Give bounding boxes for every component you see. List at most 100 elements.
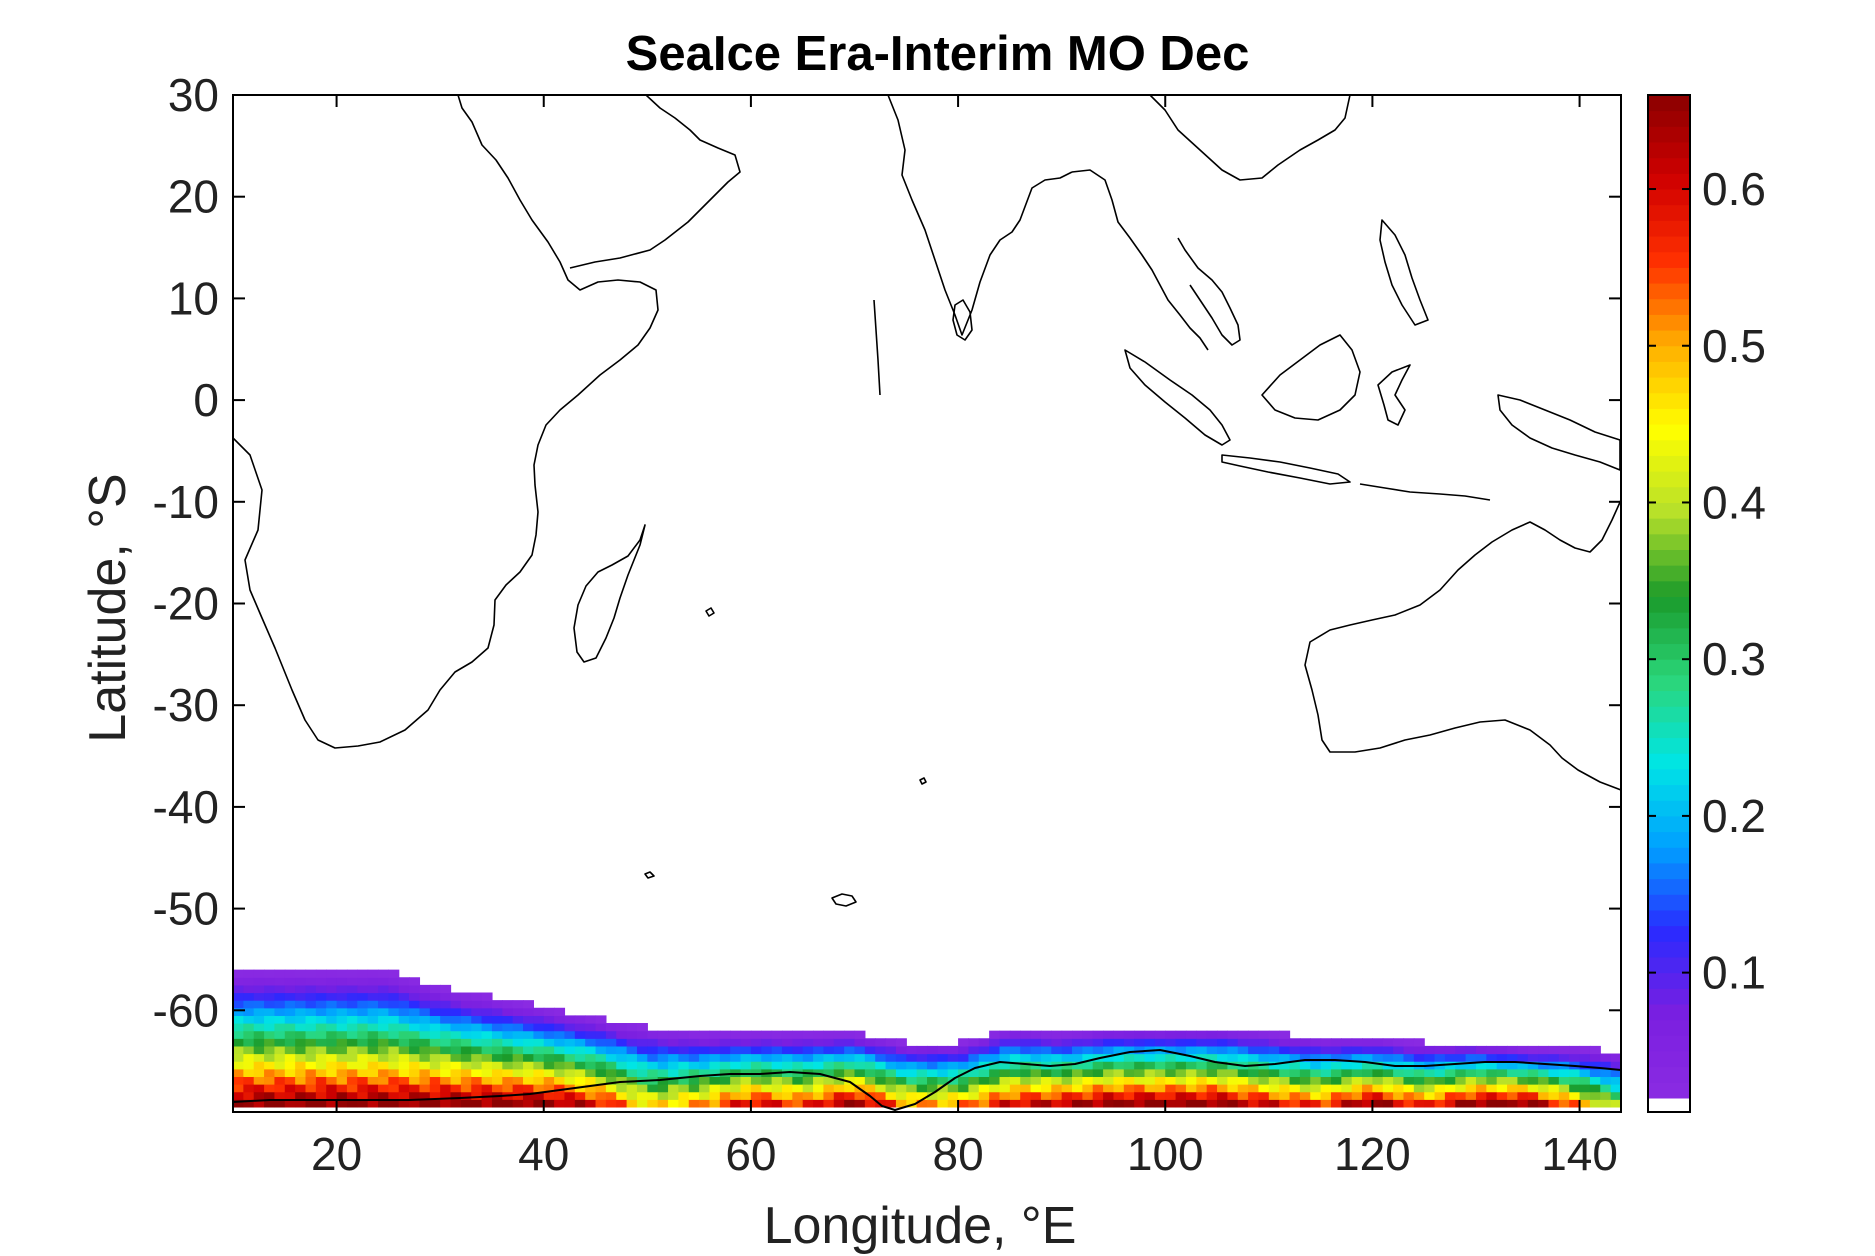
- heatmap-cell: [1134, 1084, 1146, 1093]
- heatmap-cell: [854, 1068, 866, 1078]
- heatmap-cell: [1268, 1061, 1280, 1070]
- heatmap-cell: [409, 1099, 421, 1108]
- heatmap-cell: [1403, 1091, 1415, 1100]
- heatmap-cell: [1527, 1068, 1539, 1078]
- heatmap-cell: [315, 1038, 327, 1047]
- heatmap-cell: [1217, 1068, 1228, 1078]
- heatmap-cell: [999, 1099, 1011, 1108]
- heatmap-cell: [647, 1045, 659, 1055]
- heatmap-cell: [864, 1068, 876, 1078]
- colorbar-tick-label: 0.3: [1702, 633, 1766, 685]
- heatmap-cell: [357, 1084, 369, 1093]
- heatmap-cell: [937, 1084, 949, 1093]
- heatmap-cell: [906, 1091, 918, 1100]
- heatmap-cell: [875, 1038, 887, 1047]
- heatmap-cell: [1227, 1068, 1239, 1078]
- heatmap-cell: [264, 1038, 276, 1047]
- heatmap-cell: [440, 992, 452, 1001]
- heatmap-cell: [1610, 1091, 1621, 1100]
- heatmap-cell: [1227, 1084, 1239, 1093]
- heatmap-cell: [491, 1061, 503, 1070]
- heatmap-cell: [481, 1068, 493, 1078]
- heatmap-cell: [471, 1076, 483, 1085]
- heatmap-cell: [802, 1030, 814, 1039]
- heatmap-cell: [1507, 1045, 1519, 1055]
- heatmap-cell: [440, 1045, 452, 1055]
- heatmap-cell: [958, 1099, 970, 1108]
- heatmap-cell: [1268, 1053, 1280, 1062]
- heatmap-cell: [471, 1030, 483, 1039]
- heatmap-cell: [1320, 1061, 1332, 1070]
- heatmap-cell: [512, 1015, 524, 1024]
- heatmap-cell: [512, 1000, 524, 1009]
- heatmap-cell: [502, 1030, 514, 1039]
- heatmap-cell: [264, 1084, 276, 1093]
- heatmap-cell: [1154, 1076, 1166, 1085]
- heatmap-cell: [378, 984, 389, 994]
- heatmap-cell: [709, 1045, 721, 1055]
- heatmap-cell: [875, 1053, 887, 1062]
- heatmap-cell: [523, 1015, 534, 1024]
- heatmap-cell: [512, 1068, 524, 1078]
- heatmap-cell: [616, 1099, 628, 1108]
- heatmap-cell: [989, 1076, 1001, 1085]
- heatmap-cell: [730, 1045, 742, 1055]
- heatmap-cell: [802, 1091, 814, 1100]
- heatmap-cell: [1072, 1068, 1083, 1078]
- heatmap-cell: [233, 1000, 244, 1009]
- heatmap-cell: [1351, 1076, 1363, 1085]
- heatmap-cell: [1154, 1091, 1166, 1100]
- heatmap-cell: [440, 1061, 452, 1070]
- heatmap-cell: [481, 992, 493, 1001]
- heatmap-cell: [978, 1068, 990, 1078]
- heatmap-cell: [999, 1061, 1011, 1070]
- colorbar-swatch: [1648, 502, 1690, 519]
- heatmap-cell: [1496, 1053, 1508, 1062]
- heatmap-cell: [1175, 1068, 1187, 1078]
- heatmap-cell: [450, 1007, 462, 1016]
- heatmap-cell: [253, 1068, 265, 1078]
- colorbar-swatch: [1648, 847, 1690, 864]
- heatmap-cell: [295, 1038, 307, 1047]
- heatmap-cell: [1289, 1084, 1301, 1093]
- heatmap-cell: [1154, 1099, 1166, 1108]
- heatmap-cell: [429, 1030, 441, 1039]
- heatmap-cell: [585, 1038, 597, 1047]
- heatmap-cell: [440, 1000, 452, 1009]
- heatmap-cell: [781, 1099, 793, 1108]
- heatmap-cell: [284, 1099, 296, 1108]
- heatmap-cell: [419, 1053, 431, 1062]
- heatmap-cell: [1154, 1030, 1166, 1039]
- heatmap-cell: [1237, 1076, 1249, 1085]
- heatmap-cell: [885, 1076, 897, 1085]
- colorbar-bottom-swatch: [1648, 1098, 1690, 1112]
- heatmap-cell: [1165, 1099, 1177, 1108]
- heatmap-cell: [1020, 1084, 1032, 1093]
- heatmap-cell: [668, 1091, 680, 1100]
- heatmap-cell: [460, 1007, 472, 1016]
- heatmap-cell: [295, 1000, 307, 1009]
- heatmap-cell: [284, 1053, 296, 1062]
- coastline-arabia: [569, 95, 741, 269]
- heatmap-cell: [1113, 1045, 1125, 1055]
- heatmap-cell: [1248, 1076, 1260, 1085]
- heatmap-cell: [284, 992, 296, 1001]
- heatmap-cell: [1424, 1053, 1436, 1062]
- heatmap-cell: [253, 1061, 265, 1070]
- heatmap-cell: [460, 1015, 472, 1024]
- heatmap-cell: [1320, 1099, 1332, 1108]
- heatmap-cell: [885, 1084, 897, 1093]
- heatmap-cell: [1237, 1068, 1249, 1078]
- heatmap-cell: [709, 1038, 721, 1047]
- heatmap-cell: [233, 1045, 244, 1055]
- heatmap-cell: [346, 977, 358, 986]
- heatmap-cell: [813, 1045, 825, 1055]
- heatmap-cell: [833, 1053, 845, 1062]
- heatmap-cell: [1610, 1061, 1621, 1070]
- heatmap-cell: [781, 1045, 793, 1055]
- heatmap-cell: [626, 1091, 638, 1100]
- heatmap-cell: [1424, 1091, 1436, 1100]
- heatmap-cell: [823, 1053, 835, 1062]
- heatmap-cell: [1289, 1038, 1301, 1047]
- heatmap-cell: [440, 1053, 452, 1062]
